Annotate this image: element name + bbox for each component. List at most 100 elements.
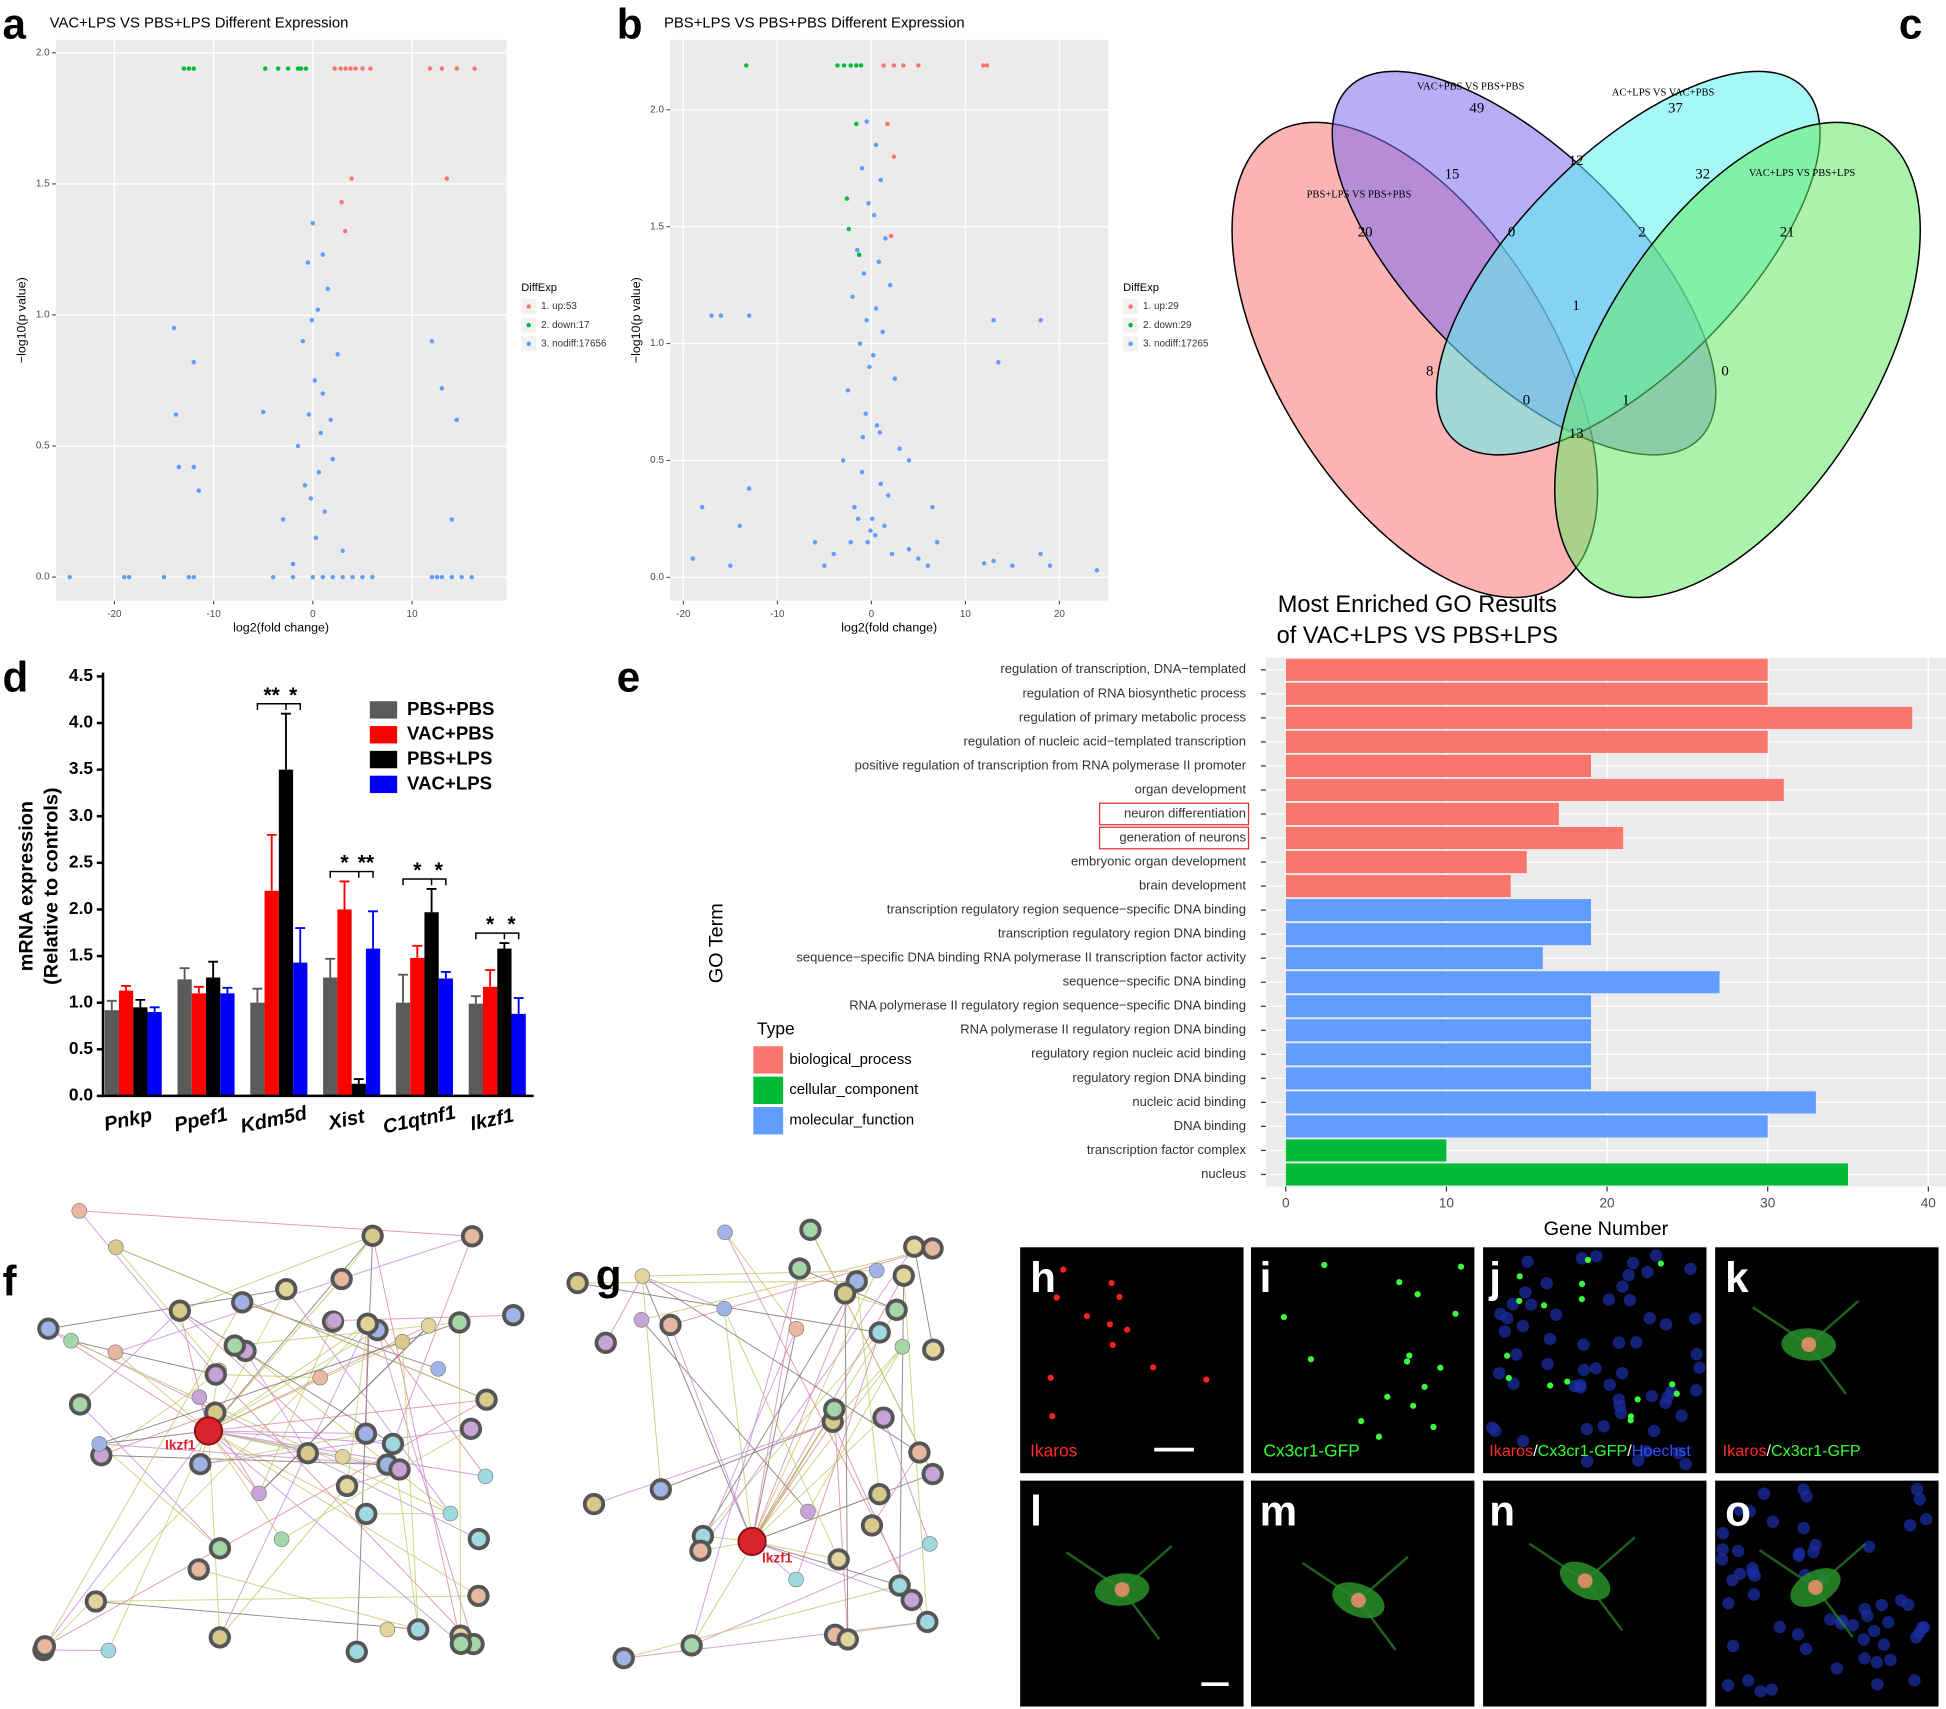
point [858,63,864,68]
network-edge [751,1540,839,1560]
bar [220,993,235,1096]
point [892,376,898,381]
point [864,317,869,323]
y-axis-label: (Relative to controls) [40,787,62,984]
point [122,574,127,580]
point [848,540,853,545]
cell [1150,1364,1157,1371]
point [339,200,344,205]
point [883,236,888,241]
network-edge [699,1328,797,1551]
cell [1410,1402,1417,1409]
error-bar [499,942,510,949]
venn-count: 37 [1668,101,1683,117]
y-tick-label: 0.0 [650,572,664,583]
nucleus-stain [1540,1277,1553,1290]
nucleus-stain [1731,1544,1745,1558]
point [320,391,326,396]
cell [1516,1297,1523,1305]
y-tick-label: nucleic acid binding [1132,1094,1246,1109]
point [191,574,197,580]
nucleus-stain [1726,1574,1739,1587]
x-tick-label: -10 [770,609,785,620]
point [856,252,862,257]
network-node [88,1593,104,1610]
network-node [586,1496,602,1512]
legend-label: 3. nodiff:17265 [1143,338,1209,349]
y-tick-label: 4.5 [69,665,93,685]
x-tick-label: 20 [1599,1195,1615,1210]
network-edge [208,1430,462,1645]
point [305,260,311,265]
network-node [692,1542,709,1559]
microglia-process [1528,1536,1636,1632]
bar [1285,995,1592,1018]
nucleus-stain [1486,1421,1499,1434]
nucleus-stain [1516,1434,1530,1448]
bar [1285,1091,1816,1114]
network-node [505,1307,522,1323]
nucleus-stain [1903,1519,1917,1532]
network-hub [737,1526,767,1557]
network-edge [392,1236,473,1445]
y-tick-label: 0.5 [36,441,50,452]
error-bar [193,985,204,994]
significance-label: * [413,859,422,882]
point [449,517,455,522]
point [309,317,315,323]
legend-label: biological_process [789,1052,911,1068]
point [867,364,872,370]
point [906,458,912,463]
network-node [312,1369,328,1386]
nucleus-stain [1543,1332,1557,1346]
network-edge [245,1350,309,1454]
point [981,63,986,68]
point [859,469,865,475]
x-tick-label: -20 [107,609,122,620]
cell [1060,1266,1067,1273]
nucleus-stain [1747,1588,1761,1601]
label-part: Hoechst [1632,1442,1692,1460]
x-tick-label: 10 [960,609,972,620]
nucleus-stain [1766,1515,1780,1528]
significance-label: ** [358,852,375,875]
y-tick-label: 1.0 [69,991,93,1011]
cell [1421,1383,1428,1390]
point [891,63,897,68]
point [848,63,853,68]
network-edge [208,1278,343,1432]
point [835,63,840,68]
error-bar [339,880,350,910]
cell [1116,1293,1123,1300]
point [878,177,884,183]
venn-set-label: VAC+LPS VS PBS+LPS [1749,168,1855,179]
nucleus-stain [1568,1379,1581,1393]
y-tick-label: sequence−specific DNA binding [1063,974,1246,989]
venn-count: 0 [1523,392,1530,408]
venn-count: 0 [1508,225,1515,241]
nucleus-stain [1679,1457,1692,1471]
nucleus-stain [1716,1527,1730,1540]
x-axis-label: log2(fold change) [841,620,937,634]
network-edge [723,1308,753,1542]
nucleus-stain [1616,1280,1629,1293]
cell [1673,1390,1680,1397]
network-edge [208,1235,374,1432]
nucleus-stain [1612,1336,1626,1349]
y-axis-label: −log10(p value) [629,277,643,363]
cell [1124,1326,1131,1333]
x-tick-label: 30 [1760,1195,1776,1210]
bar [1285,730,1768,753]
nucleus-stain [1875,1598,1888,1612]
venn-count: 20 [1358,225,1373,241]
point [746,313,752,318]
x-tick-label: 0 [310,609,316,620]
network-edge [377,1329,486,1477]
legend-marker [1128,322,1133,328]
cell [1307,1356,1315,1363]
nucleus-stain [1884,1653,1897,1667]
network-node [278,1281,295,1297]
error-bar [280,712,291,770]
nucleus-stain [1690,1384,1703,1397]
network-node [717,1224,733,1241]
